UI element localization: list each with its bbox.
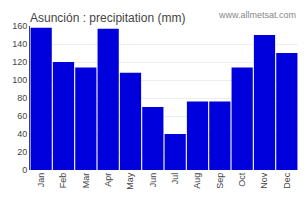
svg-text:www.allmetsat.com: www.allmetsat.com — [218, 10, 296, 20]
svg-text:Nov: Nov — [259, 172, 269, 189]
svg-text:160: 160 — [12, 21, 27, 31]
svg-text:Aug: Aug — [192, 173, 202, 189]
svg-text:Oct: Oct — [237, 172, 247, 187]
svg-text:Jan: Jan — [36, 173, 46, 188]
svg-text:Dec: Dec — [282, 172, 292, 189]
svg-text:Jul: Jul — [170, 173, 180, 185]
svg-text:20: 20 — [17, 147, 27, 157]
svg-text:140: 140 — [12, 39, 27, 49]
svg-text:Sep: Sep — [215, 173, 225, 189]
svg-text:100: 100 — [12, 75, 27, 85]
svg-text:May: May — [125, 172, 135, 190]
svg-text:80: 80 — [17, 93, 27, 103]
svg-text:Mar: Mar — [81, 173, 91, 189]
svg-text:120: 120 — [12, 57, 27, 67]
svg-text:Jun: Jun — [148, 173, 158, 188]
svg-text:Feb: Feb — [58, 173, 68, 189]
svg-text:0: 0 — [22, 165, 27, 175]
svg-text:Apr: Apr — [103, 173, 113, 187]
svg-text:60: 60 — [17, 111, 27, 121]
svg-text:40: 40 — [17, 129, 27, 139]
svg-text:Asunción : precipitation (mm): Asunción : precipitation (mm) — [30, 11, 185, 25]
